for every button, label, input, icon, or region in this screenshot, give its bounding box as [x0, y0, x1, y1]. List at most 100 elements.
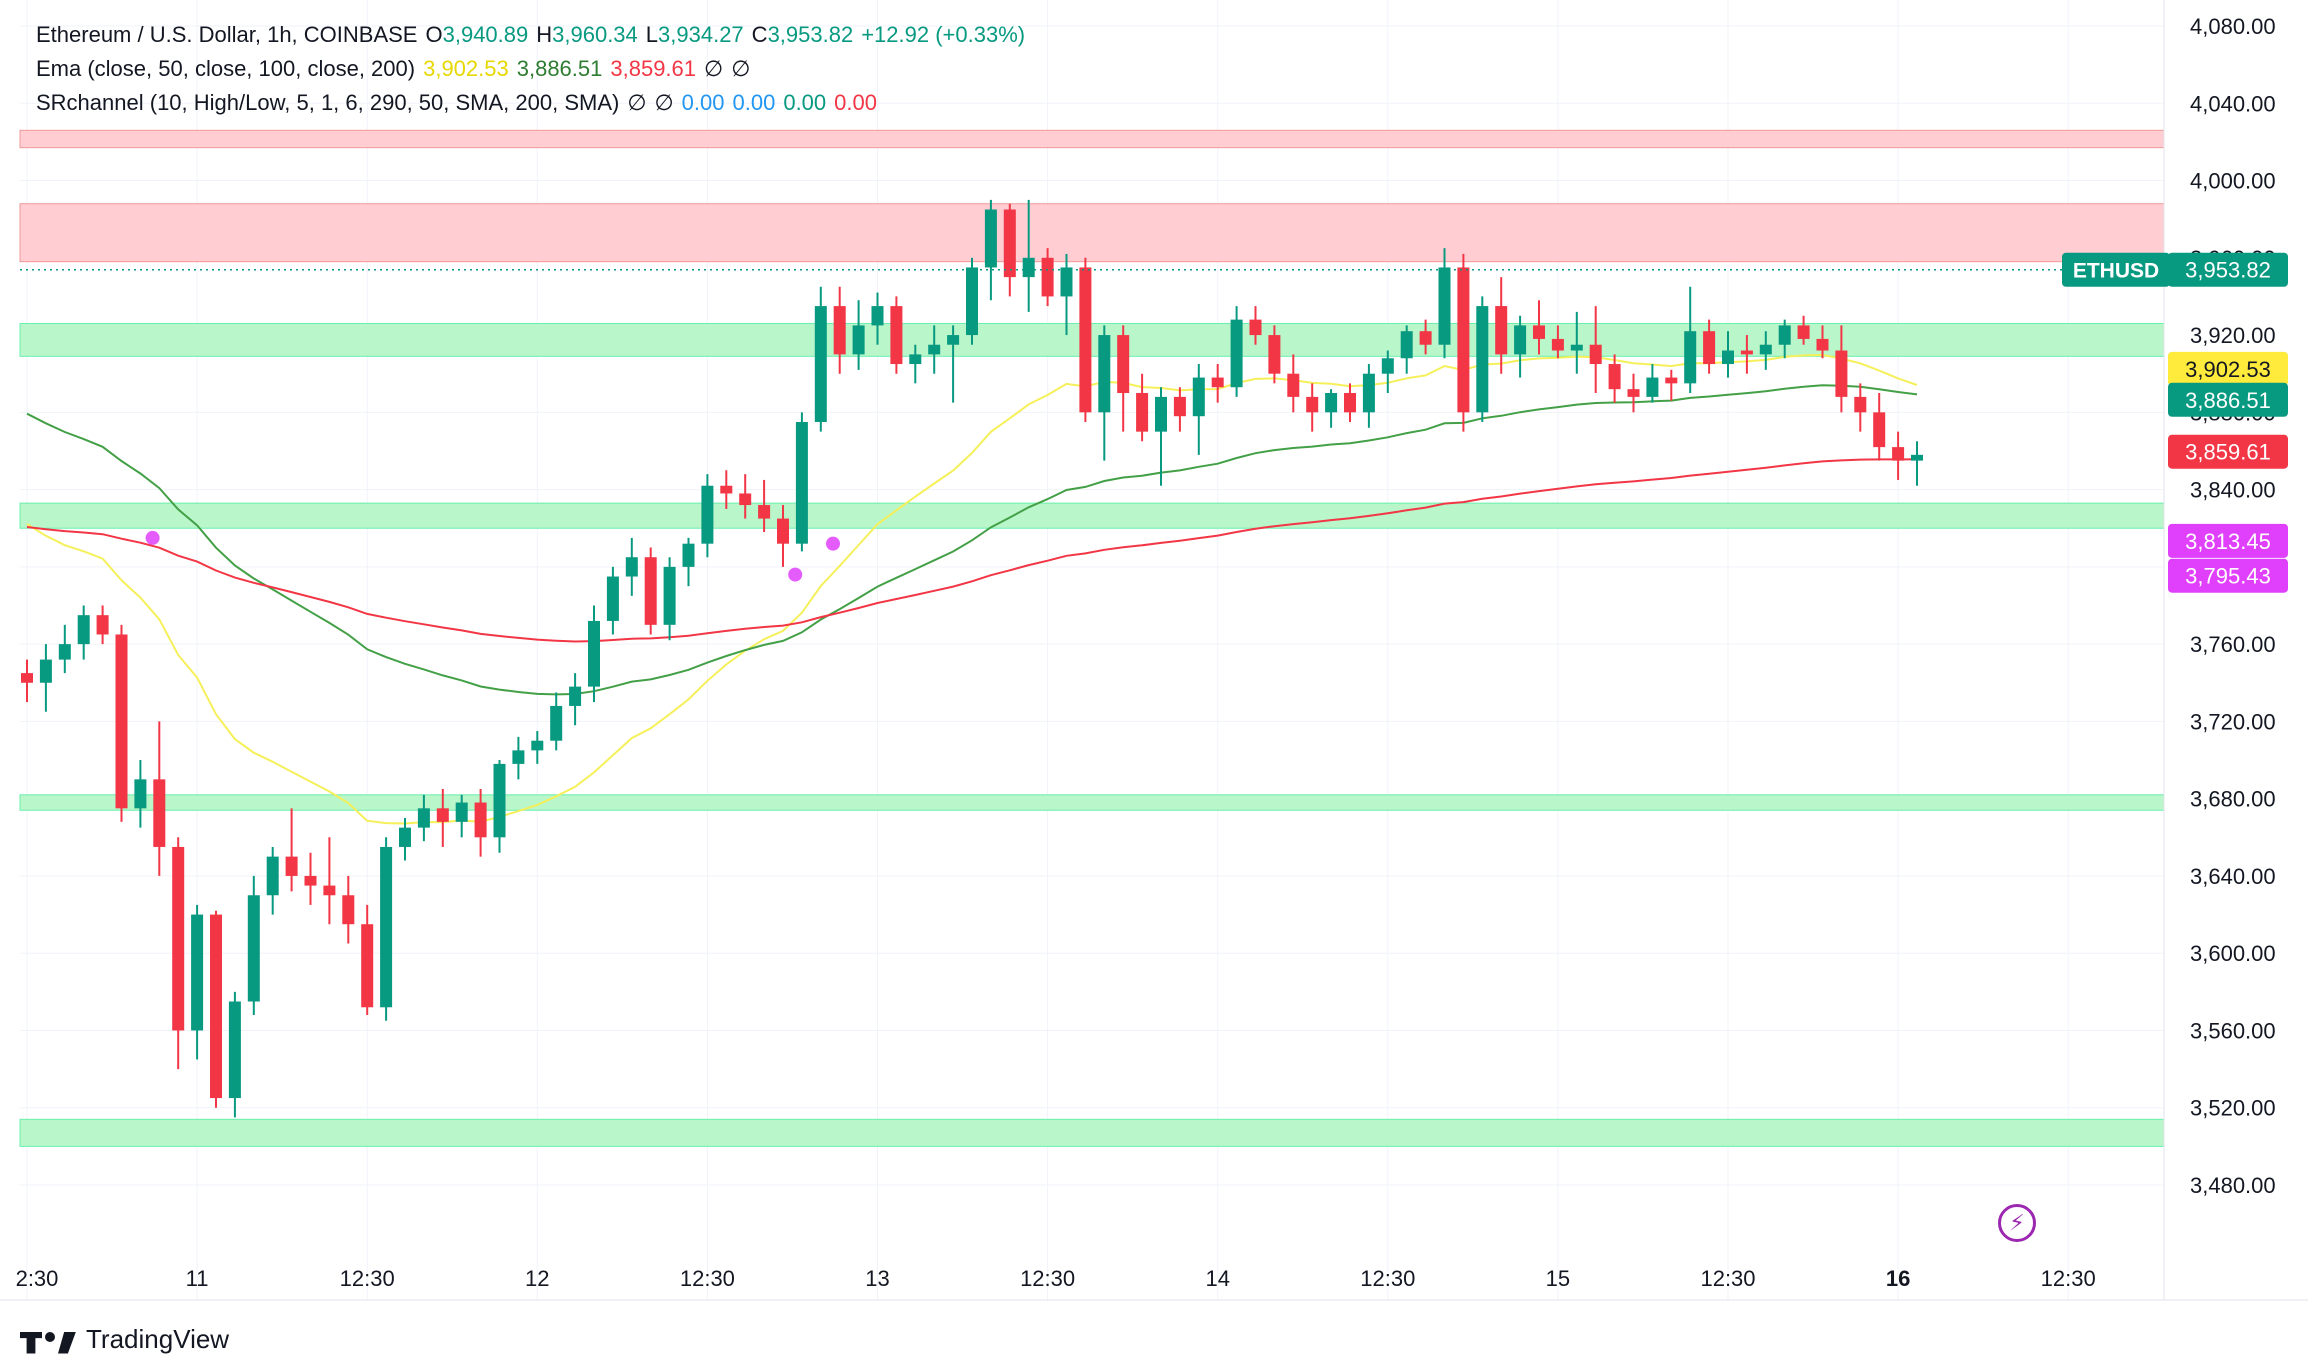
- candle-body: [1570, 344, 1583, 351]
- candle-body: [1400, 331, 1413, 359]
- price-badge: [2168, 351, 2288, 386]
- legend-ema200: 3,859.61: [610, 56, 697, 81]
- candle-body: [682, 543, 695, 567]
- y-tick-label: 4,040.00: [2190, 91, 2276, 116]
- candle-body: [625, 557, 638, 577]
- y-tick-label: 3,680.00: [2190, 787, 2276, 812]
- ema-cross-dot: [826, 536, 840, 551]
- candle-body: [1608, 364, 1621, 390]
- legend-sr-v2: 0.00: [732, 90, 776, 115]
- candle-body: [814, 306, 827, 422]
- x-tick-label: 12:30: [1360, 1266, 1415, 1291]
- candle-body: [1041, 257, 1054, 297]
- candle-body: [720, 485, 733, 494]
- legend-sr-row[interactable]: SRchannel (10, High/Low, 5, 1, 6, 290, 5…: [36, 86, 1033, 120]
- candle-body: [1514, 325, 1527, 355]
- ema50-line: [26, 353, 1918, 825]
- brand-name: TradingView: [86, 1324, 230, 1354]
- legend-o-value: 3,940.89: [442, 22, 529, 47]
- tradingview-brand[interactable]: TradingView: [20, 1324, 229, 1355]
- candle-body: [1287, 373, 1300, 397]
- candle-body: [1079, 267, 1092, 413]
- candle-body: [739, 493, 752, 506]
- candle-body: [1646, 377, 1659, 397]
- candle-body: [947, 335, 960, 345]
- support-zone: [19, 502, 2165, 529]
- x-axis: 2:30 11 12:30 12 12:30 13 12:30 14 12:30 15 12:30 1…: [16, 1266, 2096, 1291]
- candle-body: [1003, 209, 1016, 278]
- candle-body: [663, 566, 676, 625]
- candle-body: [890, 306, 903, 365]
- candle-body: [1835, 350, 1848, 397]
- y-tick-label: 3,920.00: [2190, 323, 2276, 348]
- candle-body: [21, 673, 33, 683]
- candle-body: [1816, 338, 1829, 351]
- price-badge: [2168, 523, 2288, 558]
- chart-legend: Ethereum / U.S. Dollar, 1h, COINBASE O3,…: [36, 18, 1033, 120]
- legend-change: +12.92 (+0.33%): [861, 22, 1026, 47]
- candle-body: [474, 802, 487, 838]
- y-tick-label: 3,760.00: [2190, 632, 2276, 657]
- candle-body: [1022, 257, 1035, 278]
- x-tick-label: 12:30: [1020, 1266, 1075, 1291]
- legend-ema-row[interactable]: Ema (close, 50, close, 100, close, 200) …: [36, 52, 1033, 86]
- x-tick-label: 14: [1205, 1266, 1229, 1291]
- legend-c-value: 3,953.82: [767, 22, 854, 47]
- lightning-icon[interactable]: ⚡: [1998, 1204, 2036, 1242]
- candle-body: [1438, 267, 1451, 345]
- chart-grid: [20, 0, 2164, 1300]
- support-zone: [19, 1118, 2165, 1147]
- support-zone: [19, 794, 2165, 811]
- candle-body: [1533, 325, 1545, 339]
- candle-body: [1344, 393, 1356, 413]
- y-tick-label: 3,520.00: [2190, 1096, 2276, 1121]
- x-tick-label: 2:30: [16, 1266, 59, 1291]
- ema200-line: [26, 458, 1918, 643]
- legend-sr-label: SRchannel (10, High/Low, 5, 1, 6, 290, 5…: [36, 90, 620, 115]
- ema-cross-dot: [145, 530, 160, 545]
- ticker-badge: [2062, 252, 2170, 287]
- y-tick-label: 3,560.00: [2190, 1018, 2276, 1043]
- y-tick-label: 3,600.00: [2190, 941, 2276, 966]
- candle-body: [1325, 393, 1338, 413]
- candle-body: [1589, 344, 1602, 365]
- candle-body: [417, 808, 430, 828]
- x-tick-label: 12: [525, 1266, 549, 1291]
- candle-body: [777, 518, 789, 544]
- candle-body: [1060, 267, 1073, 297]
- candle-body: [39, 659, 52, 683]
- price-badge: [2168, 558, 2288, 593]
- legend-symbol-row[interactable]: Ethereum / U.S. Dollar, 1h, COINBASE O3,…: [36, 18, 1033, 52]
- candle-body: [1759, 344, 1772, 355]
- candle-body: [266, 856, 279, 896]
- ema-lines: [26, 353, 1918, 825]
- candle-body: [1665, 377, 1678, 384]
- candle-body: [1684, 331, 1697, 384]
- legend-o-label: O: [425, 22, 443, 47]
- candle-body: [1551, 338, 1564, 351]
- candle-body: [644, 557, 657, 625]
- candle-body: [153, 779, 166, 847]
- legend-ema-null1: ∅: [704, 56, 724, 81]
- x-tick-label: 11: [186, 1266, 209, 1291]
- tradingview-logo-icon: [20, 1326, 76, 1354]
- candle-body: [1268, 335, 1281, 374]
- legend-sr-null1: ∅: [627, 90, 647, 115]
- legend-l-label: L: [645, 22, 659, 47]
- candle-body: [323, 885, 336, 896]
- candle-body: [247, 895, 260, 1002]
- price-badge-label: 3,886.51: [2185, 388, 2271, 413]
- price-badge: [2168, 252, 2288, 287]
- price-badge-label: 3,813.45: [2185, 529, 2271, 554]
- candle-body: [210, 914, 222, 1099]
- resistance-zone: [19, 129, 2165, 149]
- candle-body: [1873, 412, 1886, 448]
- candle-body: [531, 740, 544, 751]
- candle-body: [1381, 358, 1394, 374]
- candle-body: [1778, 325, 1791, 345]
- x-tick-label: 12:30: [1700, 1266, 1755, 1291]
- price-labels: ETHUSD 3,953.82 3,902.53 3,886.51 3,859.61 3,…: [2062, 252, 2288, 593]
- legend-h-label: H: [536, 22, 553, 47]
- candle-body: [606, 576, 619, 621]
